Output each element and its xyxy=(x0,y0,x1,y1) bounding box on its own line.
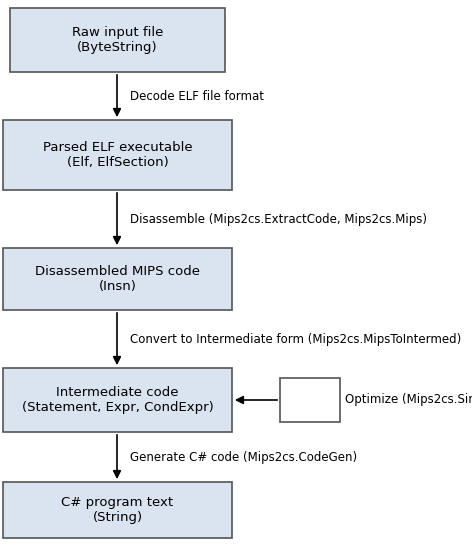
Text: Disassemble (Mips2cs.ExtractCode, Mips2cs.Mips): Disassemble (Mips2cs.ExtractCode, Mips2c… xyxy=(130,212,427,225)
FancyBboxPatch shape xyxy=(3,482,232,538)
FancyBboxPatch shape xyxy=(10,8,225,72)
Text: Raw input file
(ByteString): Raw input file (ByteString) xyxy=(72,26,163,54)
FancyBboxPatch shape xyxy=(3,120,232,190)
Text: Disassembled MIPS code
(Insn): Disassembled MIPS code (Insn) xyxy=(35,265,200,293)
Text: Decode ELF file format: Decode ELF file format xyxy=(130,90,264,103)
FancyBboxPatch shape xyxy=(3,368,232,432)
FancyBboxPatch shape xyxy=(3,248,232,310)
Text: Parsed ELF executable
(Elf, ElfSection): Parsed ELF executable (Elf, ElfSection) xyxy=(42,141,192,169)
Text: Convert to Intermediate form (Mips2cs.MipsToIntermed): Convert to Intermediate form (Mips2cs.Mi… xyxy=(130,333,461,346)
Text: C# program text
(String): C# program text (String) xyxy=(61,496,174,524)
Text: Intermediate code
(Statement, Expr, CondExpr): Intermediate code (Statement, Expr, Cond… xyxy=(22,386,213,414)
Text: Optimize (Mips2cs.Simplifier): Optimize (Mips2cs.Simplifier) xyxy=(345,394,472,407)
Text: Generate C# code (Mips2cs.CodeGen): Generate C# code (Mips2cs.CodeGen) xyxy=(130,450,357,464)
FancyBboxPatch shape xyxy=(280,378,340,422)
